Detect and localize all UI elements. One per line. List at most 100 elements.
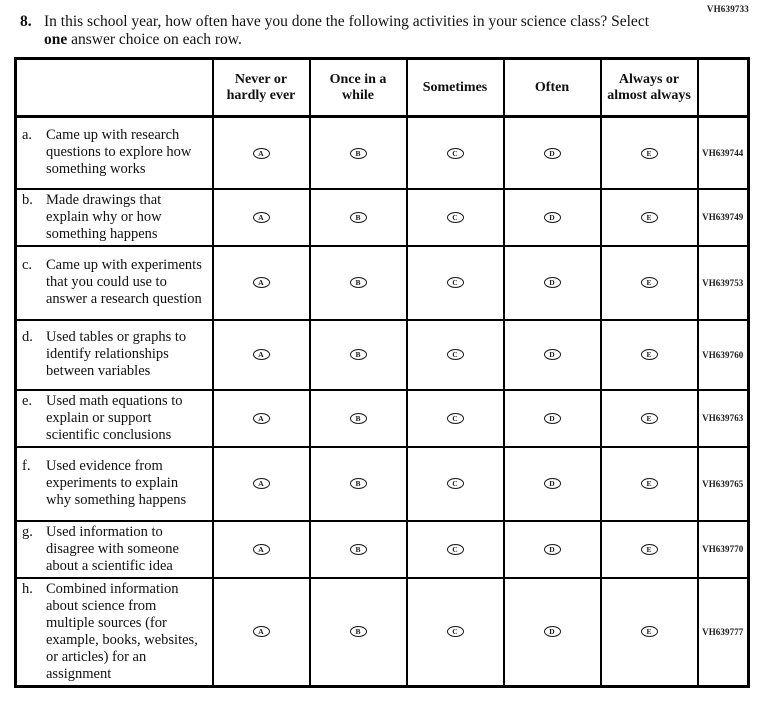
row-d-cell-always: E [599, 318, 699, 391]
table-row-d: d. Used tables or graphs to identify rel… [14, 318, 750, 391]
row-a-text: Came up with research questions to explo… [46, 127, 192, 178]
table-row-h: h. Combined information about science fr… [14, 576, 750, 687]
row-f-cell-always: E [599, 445, 699, 522]
row-f-bubble-e[interactable]: E [640, 478, 658, 490]
row-c-stem: c. Came up with experiments that you cou… [14, 244, 214, 321]
header-once-in-a-while: Once in a while [308, 57, 408, 118]
row-e-stem: e. Used math equations to explain or sup… [14, 388, 214, 448]
row-b-cell-once: B [308, 187, 408, 247]
row-a-bubble-d[interactable]: D [543, 147, 561, 159]
row-h-cell-once: B [308, 576, 408, 687]
row-b-cell-often: D [502, 187, 602, 247]
row-b-bubble-d[interactable]: D [543, 211, 561, 223]
row-c-cell-sometimes: C [405, 244, 505, 321]
row-h-item-code: VH639777 [696, 576, 750, 687]
row-g-cell-sometimes: C [405, 519, 505, 579]
row-d-bubble-b[interactable]: B [349, 349, 367, 361]
row-c-cell-always: E [599, 244, 699, 321]
row-h-bubble-e[interactable]: E [640, 626, 658, 638]
row-f-bubble-d[interactable]: D [543, 478, 561, 490]
question-number: 8. [20, 13, 32, 30]
row-c-bubble-b[interactable]: B [349, 277, 367, 289]
row-f-bubble-c[interactable]: C [446, 478, 464, 490]
row-d-text: Used tables or graphs to identify relati… [46, 329, 187, 379]
row-a-cell-sometimes: C [405, 115, 505, 190]
row-h-bubble-d[interactable]: D [543, 626, 561, 638]
row-g-cell-once: B [308, 519, 408, 579]
row-c-bubble-e[interactable]: E [640, 277, 658, 289]
question-text-bold-word: one [44, 30, 68, 48]
row-f-stem: f. Used evidence from experiments to exp… [14, 445, 214, 522]
row-g-cell-always: E [599, 519, 699, 579]
table-row-c: c. Came up with experiments that you cou… [14, 244, 750, 321]
question-text-after: answer choice on each row. [67, 30, 242, 48]
row-e-bubble-a[interactable]: A [252, 412, 270, 424]
row-d-cell-once: B [308, 318, 408, 391]
header-code-empty [696, 57, 750, 118]
row-c-bubble-c[interactable]: C [446, 277, 464, 289]
row-g-bubble-b[interactable]: B [349, 543, 367, 555]
header-always: Always or almost always [599, 57, 699, 118]
row-f-cell-never: A [211, 445, 311, 522]
row-g-bubble-e[interactable]: E [640, 543, 658, 555]
row-h-text: Combined information about science from … [46, 580, 198, 682]
row-a-bubble-a[interactable]: A [252, 147, 270, 159]
row-c-item-code: VH639753 [696, 244, 750, 321]
row-b-bubble-c[interactable]: C [446, 211, 464, 223]
row-b-letter: b. [22, 191, 33, 208]
header-sometimes: Sometimes [405, 57, 505, 118]
row-g-cell-often: D [502, 519, 602, 579]
row-h-bubble-c[interactable]: C [446, 626, 464, 638]
row-b-cell-sometimes: C [405, 187, 505, 247]
row-h-bubble-b[interactable]: B [349, 626, 367, 638]
row-h-cell-sometimes: C [405, 576, 505, 687]
row-b-bubble-e[interactable]: E [640, 211, 658, 223]
row-d-cell-sometimes: C [405, 318, 505, 391]
row-a-bubble-c[interactable]: C [446, 147, 464, 159]
row-f-cell-sometimes: C [405, 445, 505, 522]
row-a-cell-often: D [502, 115, 602, 190]
row-d-cell-often: D [502, 318, 602, 391]
row-g-bubble-d[interactable]: D [543, 543, 561, 555]
row-g-text: Used information to disagree with someon… [46, 523, 179, 574]
table-row-g: g. Used information to disagree with som… [14, 519, 750, 579]
row-c-bubble-a[interactable]: A [252, 277, 270, 289]
row-e-bubble-b[interactable]: B [349, 412, 367, 424]
row-e-item-code: VH639763 [696, 388, 750, 448]
row-g-stem: g. Used information to disagree with som… [14, 519, 214, 579]
frequency-matrix-table: Never or hardly ever Once in a while Som… [14, 57, 750, 688]
row-f-bubble-a[interactable]: A [252, 478, 270, 490]
row-e-text: Used math equations to explain or suppor… [46, 392, 183, 443]
page-accession-code: VH639733 [706, 4, 749, 14]
row-g-letter: g. [22, 523, 33, 540]
row-c-bubble-d[interactable]: D [543, 277, 561, 289]
row-a-stem: a. Came up with research questions to ex… [14, 115, 214, 190]
row-g-bubble-a[interactable]: A [252, 543, 270, 555]
row-f-bubble-b[interactable]: B [349, 478, 367, 490]
row-f-letter: f. [22, 458, 31, 474]
row-g-bubble-c[interactable]: C [446, 543, 464, 555]
row-e-bubble-d[interactable]: D [543, 412, 561, 424]
row-d-bubble-c[interactable]: C [446, 349, 464, 361]
row-a-letter: a. [22, 127, 33, 144]
row-e-bubble-c[interactable]: C [446, 412, 464, 424]
row-a-bubble-b[interactable]: B [349, 147, 367, 159]
row-h-cell-often: D [502, 576, 602, 687]
row-a-item-code: VH639744 [696, 115, 750, 190]
row-h-bubble-a[interactable]: A [252, 626, 270, 638]
row-f-cell-often: D [502, 445, 602, 522]
row-c-letter: c. [22, 257, 33, 273]
table-row-b: b. Made drawings that explain why or how… [14, 187, 750, 247]
row-e-cell-often: D [502, 388, 602, 448]
row-a-bubble-e[interactable]: E [640, 147, 658, 159]
row-c-cell-often: D [502, 244, 602, 321]
row-e-bubble-e[interactable]: E [640, 412, 658, 424]
header-never: Never or hardly ever [211, 57, 311, 118]
row-d-bubble-a[interactable]: A [252, 349, 270, 361]
row-d-letter: d. [22, 329, 33, 345]
row-d-bubble-e[interactable]: E [640, 349, 658, 361]
row-b-bubble-b[interactable]: B [349, 211, 367, 223]
row-b-bubble-a[interactable]: A [252, 211, 270, 223]
row-d-bubble-d[interactable]: D [543, 349, 561, 361]
